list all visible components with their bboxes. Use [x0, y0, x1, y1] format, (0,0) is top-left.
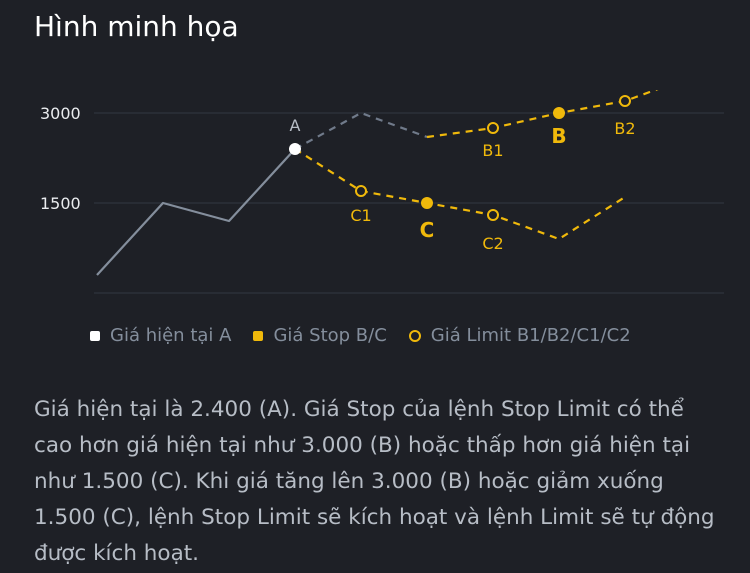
chart-legend: Giá hiện tại A Giá Stop B/C Giá Limit B1… [90, 325, 631, 346]
y-tick-label-3000: 3000 [40, 104, 81, 123]
marker-point-c2 [487, 209, 499, 221]
marker-label-a: A [290, 116, 301, 135]
marker-point-b2 [619, 95, 631, 107]
legend-label-limit: Giá Limit B1/B2/C1/C2 [430, 325, 631, 346]
marker-point-b1 [487, 122, 499, 134]
legend-label-current: Giá hiện tại A [110, 325, 232, 346]
series-line-path-down [294, 148, 626, 241]
stop-limit-chart: 3000 1500 A B1 B B2 C1 C C2 [40, 90, 724, 294]
legend-item-stop: Giá Stop B/C [253, 325, 387, 346]
marker-point-c1 [355, 185, 367, 197]
legend-item-current: Giá hiện tại A [90, 325, 231, 346]
marker-label-c: C [420, 218, 435, 242]
hollow-circle-icon [408, 329, 421, 342]
marker-point-c [421, 197, 433, 209]
marker-label-b: B [551, 124, 566, 148]
marker-label-c2: C2 [482, 234, 503, 253]
marker-label-c1: C1 [350, 206, 371, 225]
marker-point-b [553, 107, 565, 119]
series-line-price-history [96, 148, 296, 276]
y-tick-label-1500: 1500 [40, 194, 81, 213]
series-line-path-up [294, 111, 428, 150]
description-text: Giá hiện tại là 2.400 (A). Giá Stop của … [34, 397, 715, 566]
legend-item-limit: Giá Limit B1/B2/C1/C2 [408, 325, 631, 346]
marker-point-a [289, 143, 301, 155]
page-title: Hình minh họa [34, 10, 239, 43]
legend-label-stop: Giá Stop B/C [273, 325, 387, 346]
yellow-square-icon [253, 330, 264, 341]
marker-label-b2: B2 [614, 119, 635, 138]
marker-label-b1: B1 [482, 141, 503, 160]
white-square-icon [90, 330, 100, 341]
